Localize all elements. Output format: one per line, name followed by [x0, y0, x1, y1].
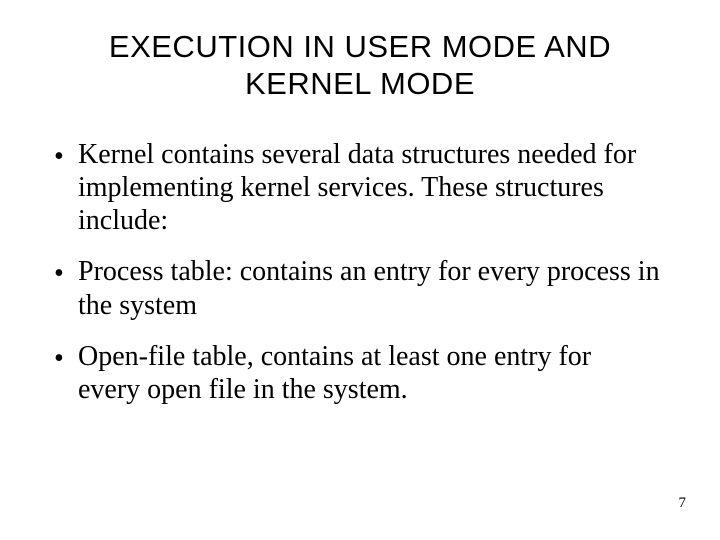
bullet-icon: • [54, 255, 78, 290]
bullet-icon: • [54, 138, 78, 173]
title-line-2: KERNEL MODE [245, 66, 475, 101]
slide-body: • Kernel contains several data structure… [0, 102, 720, 405]
slide: EXECUTION IN USER MODE AND KERNEL MODE •… [0, 0, 720, 540]
bullet-item: • Open-file table, contains at least one… [54, 340, 660, 406]
bullet-text: Kernel contains several data structures … [78, 138, 660, 237]
title-line-1: EXECUTION IN USER MODE AND [109, 29, 611, 64]
bullet-text: Process table: contains an entry for eve… [78, 255, 660, 321]
bullet-item: • Process table: contains an entry for e… [54, 255, 660, 321]
bullet-text: Open-file table, contains at least one e… [78, 340, 660, 406]
bullet-icon: • [54, 340, 78, 375]
page-number: 7 [679, 495, 687, 512]
bullet-item: • Kernel contains several data structure… [54, 138, 660, 237]
slide-title: EXECUTION IN USER MODE AND KERNEL MODE [0, 0, 720, 102]
